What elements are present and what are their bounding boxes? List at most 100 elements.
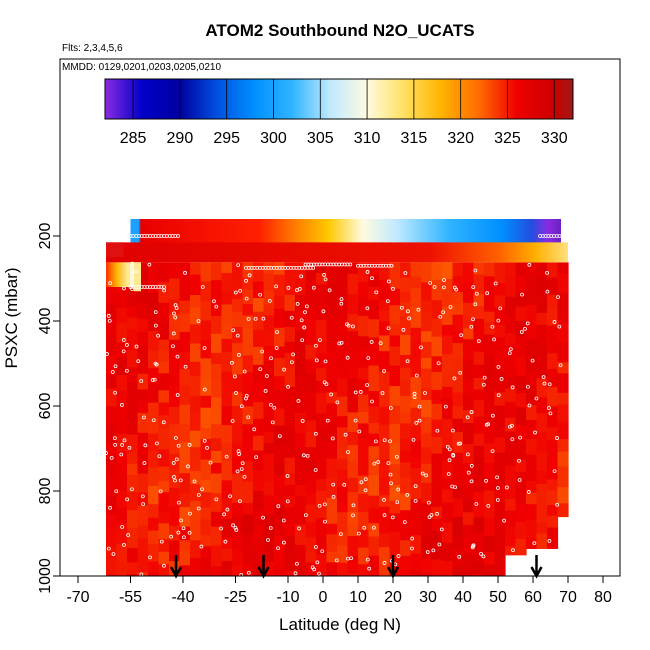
heatmap-cell	[221, 406, 233, 426]
heatmap-cell	[547, 406, 559, 428]
heatmap-cell	[347, 461, 359, 479]
heatmap-cell	[368, 570, 380, 576]
heatmap-cell	[305, 551, 317, 563]
sample-point	[174, 457, 179, 462]
heatmap-cell	[431, 318, 443, 338]
sample-point	[244, 278, 248, 283]
heatmap-cell	[190, 471, 202, 485]
heatmap-cell	[421, 573, 433, 576]
sample-point	[385, 299, 390, 304]
heatmap-cell	[190, 343, 202, 363]
x-tick-label: 50	[489, 589, 507, 606]
sample-point	[548, 411, 553, 416]
heatmap-cell	[379, 477, 391, 496]
sample-point	[237, 452, 242, 456]
sample-point	[179, 518, 183, 523]
heatmap-cell	[263, 495, 275, 515]
heatmap-cell	[389, 365, 401, 387]
sample-point	[299, 274, 304, 279]
x-tick-label: 60	[524, 589, 542, 606]
heatmap-cell	[179, 369, 191, 386]
heatmap-cell	[400, 556, 412, 572]
sample-point	[130, 282, 135, 286]
heatmap-cell	[368, 355, 380, 367]
sample-point	[239, 467, 244, 472]
sample-point	[268, 402, 273, 407]
heatmap-cell	[137, 525, 149, 539]
colorbar-tick-label: 300	[260, 130, 287, 147]
sample-point	[169, 534, 174, 539]
heatmap-cell	[484, 476, 496, 492]
heatmap-cell	[190, 375, 202, 397]
heatmap-cell	[179, 424, 191, 443]
heatmap-cell	[253, 329, 265, 348]
heatmap-cell	[442, 522, 454, 544]
heatmap-cell	[316, 429, 328, 442]
sample-point	[447, 458, 452, 463]
heatmap-cell	[127, 394, 139, 416]
x-tick-label: 80	[594, 589, 612, 606]
sample-point	[469, 324, 474, 329]
sample-point	[545, 270, 549, 275]
heatmap-cell	[431, 300, 443, 320]
heatmap-cell	[200, 301, 212, 322]
heatmap-cell	[368, 495, 380, 510]
heatmap-cell	[505, 479, 517, 500]
sample-point	[324, 382, 329, 387]
sample-point	[511, 548, 515, 553]
heatmap-cell	[316, 272, 328, 286]
heatmap-cell	[515, 392, 527, 408]
heatmap-cell	[295, 262, 307, 280]
heatmap-cell	[389, 485, 401, 502]
heatmap-cell	[316, 302, 328, 321]
sample-point	[412, 395, 417, 400]
heatmap-cell	[431, 530, 443, 550]
heatmap-cell	[211, 526, 223, 546]
sample-point	[286, 384, 290, 389]
sample-point	[435, 428, 440, 433]
heatmap-cell	[347, 314, 359, 332]
sample-point	[519, 330, 524, 334]
sample-point	[323, 277, 328, 282]
heatmap-cell	[295, 412, 307, 434]
heatmap-cell	[358, 411, 370, 425]
y-axis-label: PSXC (mbar)	[2, 267, 21, 368]
sample-point	[281, 518, 286, 523]
heatmap-cell	[190, 324, 202, 345]
heatmap-cell	[547, 479, 559, 491]
heatmap-cell	[463, 262, 475, 284]
sample-point	[327, 288, 332, 293]
sample-point	[139, 379, 144, 383]
heatmap-cell	[463, 499, 475, 513]
heatmap-cell	[232, 298, 244, 313]
heatmap-cell	[169, 470, 181, 489]
heatmap-cell	[389, 324, 401, 337]
heatmap-cell	[284, 535, 296, 554]
sample-point	[299, 318, 304, 323]
heatmap-cell	[347, 331, 359, 352]
second-band-edge	[106, 242, 124, 258]
heatmap-cell	[284, 473, 296, 486]
heatmap-cell	[326, 551, 338, 563]
heatmap-cell	[494, 437, 506, 454]
sample-point	[230, 360, 234, 365]
sample-point	[429, 513, 434, 517]
heatmap-cell	[200, 535, 212, 547]
sample-point	[505, 485, 509, 490]
heatmap-cell	[484, 334, 496, 356]
sample-point	[107, 318, 112, 323]
sample-point	[431, 548, 436, 553]
heatmap-cell	[148, 504, 160, 519]
heatmap-cell	[389, 464, 401, 486]
x-tick-label: -55	[119, 589, 142, 606]
heatmap-cell	[400, 540, 412, 557]
sample-point	[405, 359, 410, 364]
heatmap-cell	[526, 323, 538, 341]
sample-point	[542, 381, 547, 386]
sample-point	[313, 468, 318, 472]
heatmap-cell	[484, 311, 496, 323]
heatmap-cell	[284, 326, 296, 343]
heatmap-cell	[179, 550, 191, 566]
sample-point	[496, 393, 501, 398]
heatmap-cell	[379, 438, 391, 460]
